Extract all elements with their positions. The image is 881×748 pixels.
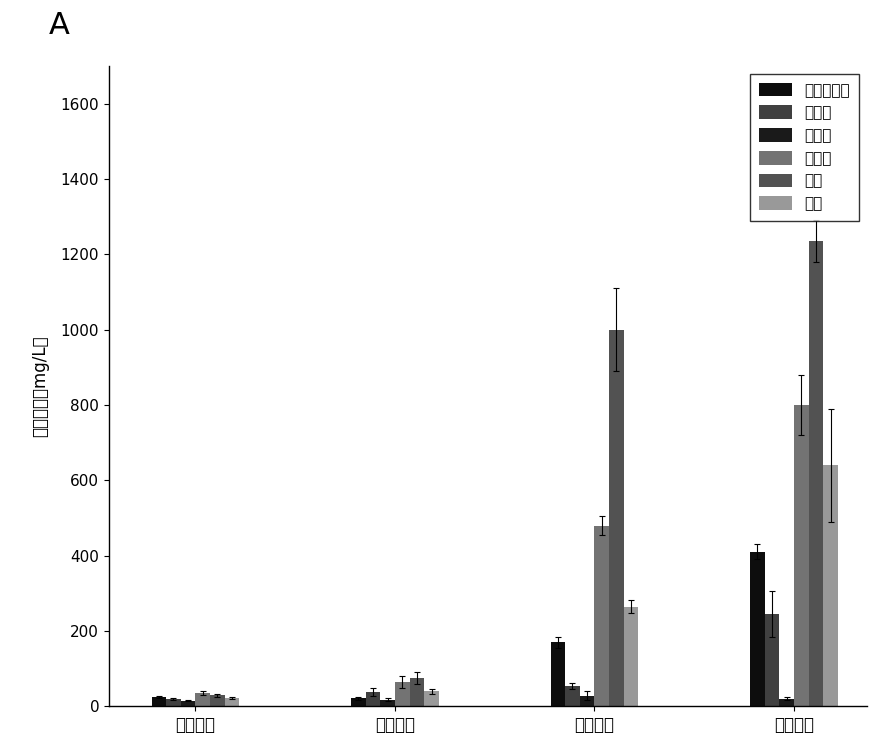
Bar — [381, 699, 395, 706]
Bar — [780, 699, 794, 706]
Bar — [424, 691, 439, 706]
Bar — [167, 699, 181, 706]
Bar — [765, 614, 780, 706]
Bar — [395, 682, 410, 706]
Bar — [551, 643, 566, 706]
Bar — [566, 686, 580, 706]
Bar — [809, 241, 823, 706]
Bar — [196, 693, 210, 706]
Bar — [750, 552, 765, 706]
Bar — [595, 526, 609, 706]
Bar — [580, 696, 595, 706]
Bar — [351, 698, 366, 706]
Y-axis label: 酯的浓度（mg/L）: 酯的浓度（mg/L） — [32, 335, 49, 437]
Bar — [410, 678, 424, 706]
Bar — [366, 692, 381, 706]
Bar — [210, 695, 225, 706]
Bar — [823, 465, 838, 706]
Bar — [624, 607, 639, 706]
Bar — [609, 330, 624, 706]
Legend: 可溶性淠粉, 高粱粉, 麦芽糖, 葡萄糖, 乳糖, 蔗糖: 可溶性淠粉, 高粱粉, 麦芽糖, 葡萄糖, 乳糖, 蔗糖 — [750, 73, 860, 221]
Bar — [225, 698, 240, 706]
Text: A: A — [48, 11, 70, 40]
Bar — [152, 697, 167, 706]
Bar — [181, 701, 196, 706]
Bar — [794, 405, 809, 706]
